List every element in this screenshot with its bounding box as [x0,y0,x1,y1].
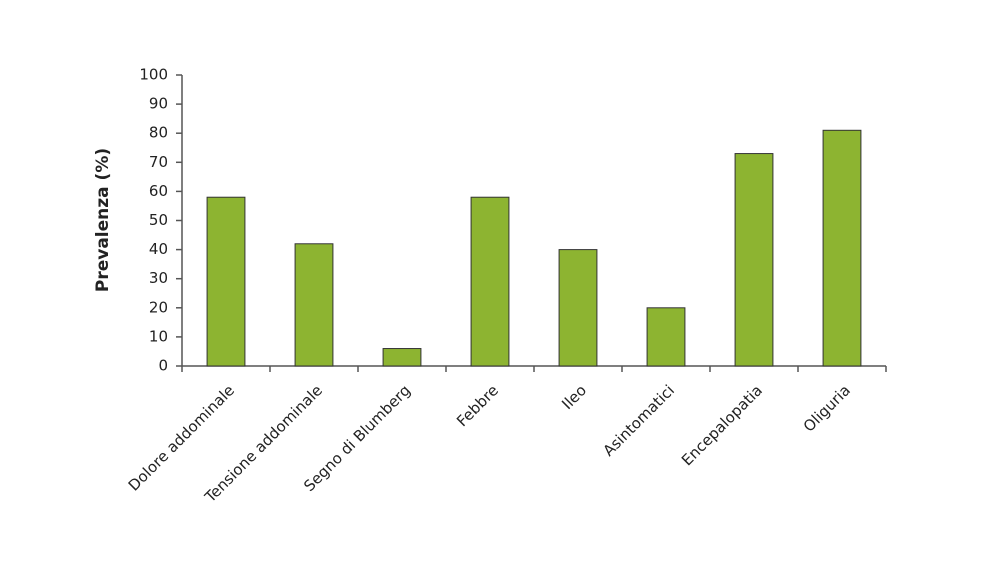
y-tick-label: 70 [149,153,168,171]
x-tick-label: Febbre [453,381,502,430]
y-tick-label: 30 [149,269,168,287]
bar [646,307,686,367]
y-tick-label: 50 [149,211,168,229]
y-tick-label: 60 [149,182,168,200]
y-tick-label: 0 [158,357,168,375]
y-tick-label: 40 [149,240,168,258]
bar [470,196,510,367]
y-tick-label: 100 [139,66,168,84]
bar [822,129,862,367]
x-tick-label: Oliguria [800,381,854,435]
x-tick-label: Ileo [558,381,590,413]
y-axis-label: Prevalenza (%) [93,148,113,292]
bar [294,243,334,367]
y-tick-label: 10 [149,327,168,345]
y-tick-label: 80 [149,124,168,142]
x-tick-label: Encepalopatia [678,381,766,469]
x-tick-label: Asintomatici [599,381,678,460]
bar [734,153,774,367]
bar [206,196,246,367]
y-tick-label: 90 [149,95,168,113]
y-tick-label: 20 [149,298,168,316]
bar [382,348,422,367]
bar [558,249,598,367]
